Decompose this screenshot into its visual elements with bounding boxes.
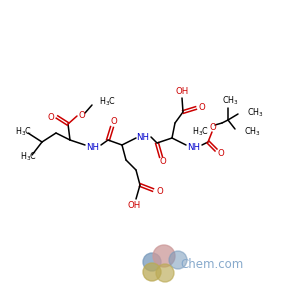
Text: H$_3$C: H$_3$C [99, 96, 116, 108]
Circle shape [169, 251, 187, 269]
Text: O: O [157, 188, 164, 196]
Text: NH: NH [188, 142, 200, 152]
Text: O: O [210, 122, 216, 131]
Text: OH: OH [176, 88, 189, 97]
Text: OH: OH [128, 200, 141, 209]
Text: H$_3$C: H$_3$C [15, 126, 32, 138]
Circle shape [143, 263, 161, 281]
Text: CH$_3$: CH$_3$ [244, 126, 261, 138]
Text: O: O [111, 118, 117, 127]
Circle shape [153, 245, 175, 267]
Text: Chem.com: Chem.com [180, 257, 244, 271]
Text: O: O [48, 112, 54, 122]
Circle shape [143, 253, 161, 271]
Text: H$_3$C: H$_3$C [192, 126, 209, 138]
Text: H$_3$C: H$_3$C [20, 151, 37, 163]
Text: CH$_3$: CH$_3$ [247, 107, 264, 119]
Text: NH: NH [136, 133, 149, 142]
Text: O: O [160, 158, 167, 166]
Text: O: O [79, 110, 86, 119]
Text: O: O [218, 149, 224, 158]
Text: NH: NH [86, 142, 100, 152]
Text: CH$_3$: CH$_3$ [222, 95, 238, 107]
Text: O: O [199, 103, 206, 112]
Circle shape [156, 264, 174, 282]
